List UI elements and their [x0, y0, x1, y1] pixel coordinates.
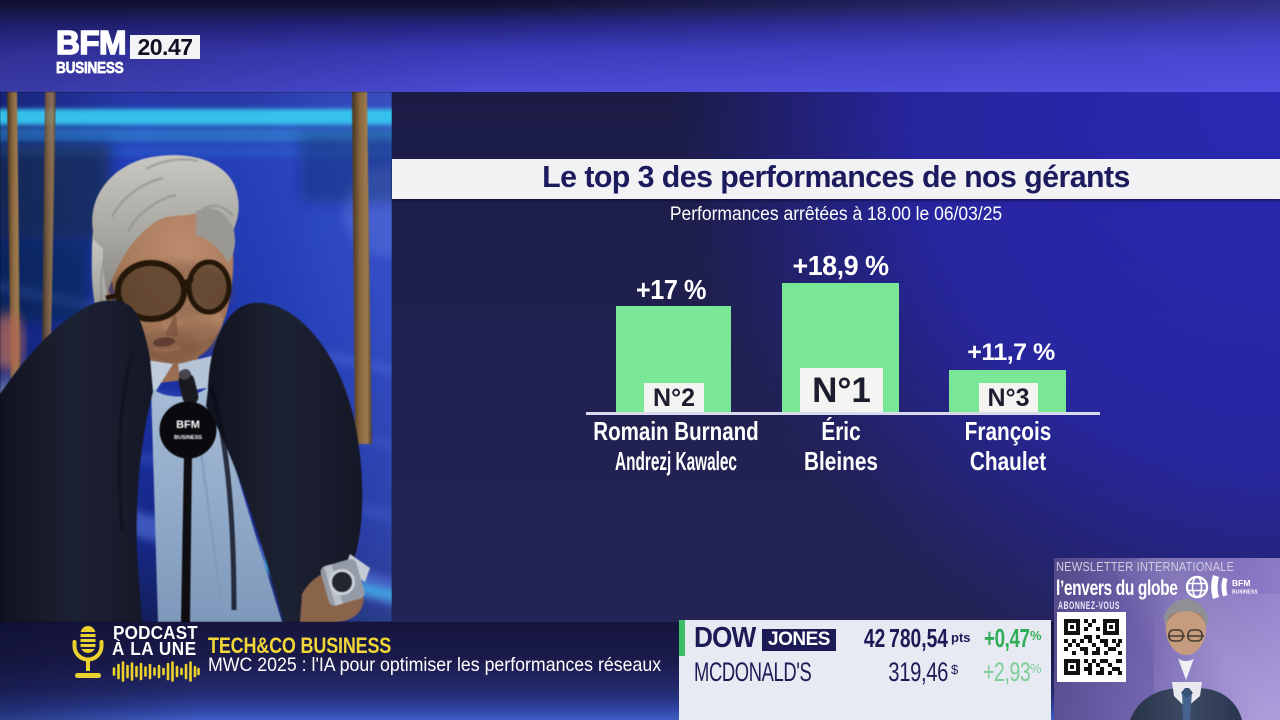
svg-text:BUSINESS: BUSINESS: [1232, 590, 1258, 596]
svg-text:BFM: BFM: [1232, 578, 1250, 588]
svg-text:BFM: BFM: [176, 419, 200, 431]
svg-text:BUSINESS: BUSINESS: [174, 435, 202, 441]
